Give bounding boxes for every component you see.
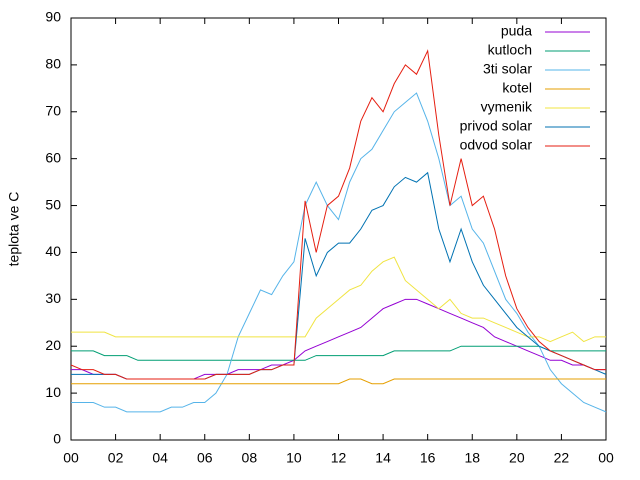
series-line (70, 49, 606, 380)
legend-label: odvod solar (460, 137, 533, 153)
y-tick-label: 80 (45, 56, 61, 72)
x-tick-label: 04 (152, 450, 168, 466)
x-tick-label: 22 (554, 450, 570, 466)
x-tick-label: 00 (598, 450, 614, 466)
series-line (71, 92, 607, 413)
series-line (71, 378, 606, 385)
x-tick-label: 14 (375, 450, 391, 466)
x-tick-label: 12 (331, 450, 347, 466)
y-tick-label: 30 (45, 290, 61, 306)
x-tick-label: 20 (509, 450, 525, 466)
y-tick-label: 20 (45, 337, 61, 353)
x-tick-label: 00 (63, 450, 79, 466)
x-tick-label: 16 (420, 450, 436, 466)
x-tick-label: 18 (464, 450, 480, 466)
x-tick-label: 06 (197, 450, 213, 466)
legend-label: privod solar (460, 118, 533, 134)
x-tick-label: 08 (242, 450, 258, 466)
series-line (71, 345, 606, 361)
series-line (71, 298, 606, 380)
y-tick-label: 60 (45, 149, 61, 165)
y-tick-label: 70 (45, 102, 61, 118)
series-line (71, 171, 607, 380)
legend-label: kutloch (488, 42, 532, 58)
legend-label: vymenik (481, 99, 533, 115)
x-tick-label: 02 (108, 450, 124, 466)
legend-label: 3ti solar (483, 61, 532, 77)
y-tick-label: 40 (45, 243, 61, 259)
y-tick-label: 10 (45, 384, 61, 400)
legend-label: puda (501, 23, 532, 39)
legend-label: kotel (502, 80, 532, 96)
y-tick-label: 0 (53, 431, 61, 447)
y-tick-label: 50 (45, 196, 61, 212)
y-tick-label: 90 (45, 9, 61, 25)
series-line (71, 256, 606, 343)
x-tick-label: 10 (286, 450, 302, 466)
y-axis-label: teplota ve C (6, 192, 22, 267)
